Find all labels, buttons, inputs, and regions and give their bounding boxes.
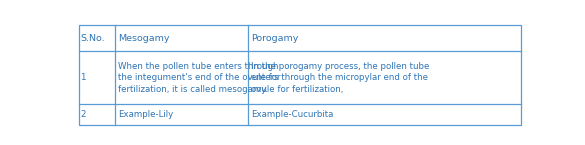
Text: In the porogamy process, the pollen tube
enters through the micropylar end of th: In the porogamy process, the pollen tube… bbox=[252, 62, 429, 94]
Text: 1: 1 bbox=[80, 73, 86, 82]
Bar bbox=[78, 25, 521, 125]
Text: When the pollen tube enters through
the integument's end of the ovule for
fertil: When the pollen tube enters through the … bbox=[118, 62, 281, 94]
Text: Mesogamy: Mesogamy bbox=[118, 33, 170, 42]
Text: Example-Lily: Example-Lily bbox=[118, 110, 174, 119]
Text: S.No.: S.No. bbox=[80, 33, 105, 42]
Text: Example-Cucurbita: Example-Cucurbita bbox=[252, 110, 333, 119]
Text: 2: 2 bbox=[80, 110, 86, 119]
Text: Porogamy: Porogamy bbox=[252, 33, 299, 42]
